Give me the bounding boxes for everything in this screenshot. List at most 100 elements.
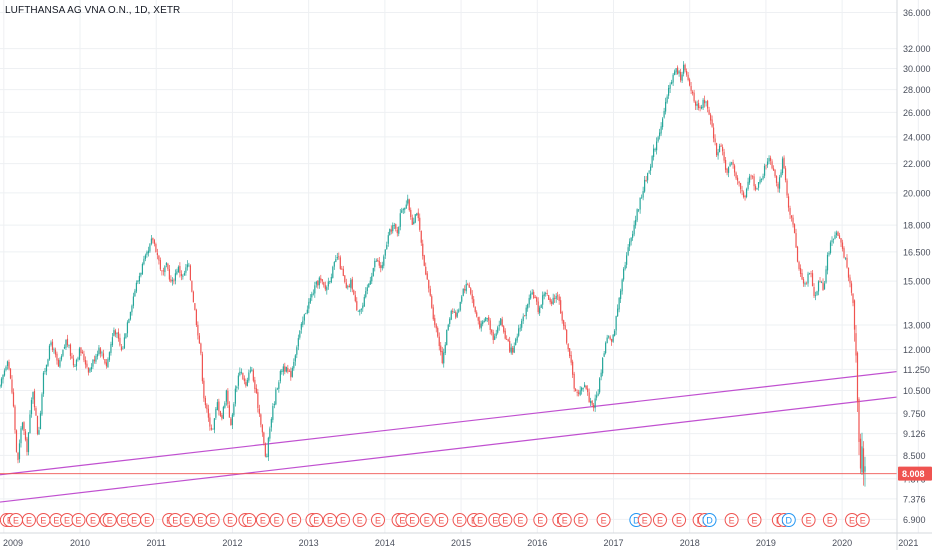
candle-body[interactable]: [216, 402, 218, 410]
candle-body[interactable]: [462, 288, 464, 296]
candle-body[interactable]: [787, 196, 790, 208]
candle-body[interactable]: [449, 318, 451, 324]
candle-body[interactable]: [718, 145, 721, 153]
candle-body[interactable]: [765, 164, 767, 166]
candle-body[interactable]: [829, 242, 832, 253]
candle-body[interactable]: [536, 297, 538, 302]
candle-body[interactable]: [632, 234, 634, 238]
event-marker-circle[interactable]: [596, 513, 611, 527]
candle-body[interactable]: [141, 263, 144, 274]
candle-body[interactable]: [9, 368, 12, 379]
candle-body[interactable]: [102, 353, 105, 359]
candle-body[interactable]: [237, 375, 239, 386]
candle-body[interactable]: [563, 320, 565, 326]
candle-body[interactable]: [847, 267, 850, 278]
candle-body[interactable]: [856, 352, 859, 402]
candle-body[interactable]: [709, 114, 712, 121]
candle-body[interactable]: [748, 176, 751, 183]
candle-body[interactable]: [828, 252, 830, 255]
candle-body[interactable]: [813, 287, 815, 296]
candle-body[interactable]: [392, 225, 394, 232]
candle-body[interactable]: [861, 446, 863, 473]
candle-body[interactable]: [345, 282, 347, 288]
candle-body[interactable]: [549, 298, 551, 303]
candle-body[interactable]: [119, 337, 121, 346]
candle-body[interactable]: [694, 101, 697, 106]
event-marker-circle[interactable]: [473, 513, 488, 527]
candle-body[interactable]: [149, 244, 151, 252]
candle-body[interactable]: [410, 209, 412, 218]
candle-body[interactable]: [128, 318, 130, 323]
candle-body[interactable]: [111, 337, 114, 346]
candle-body[interactable]: [143, 258, 145, 265]
candle-body[interactable]: [835, 232, 838, 235]
candle-body[interactable]: [796, 246, 799, 262]
earnings-marker[interactable]: E: [672, 513, 687, 527]
candle-body[interactable]: [276, 388, 278, 390]
candle-body[interactable]: [792, 217, 794, 225]
earnings-marker[interactable]: E: [596, 513, 611, 527]
candle-body[interactable]: [107, 359, 109, 368]
candle-body[interactable]: [567, 343, 569, 350]
candle-body[interactable]: [350, 279, 352, 288]
earnings-marker[interactable]: E: [371, 513, 386, 527]
candle-body[interactable]: [381, 265, 383, 269]
event-markers[interactable]: EEEEEEEEEEEEEEEEEEEEEEEEEEEEEEEEEEEEEEEE…: [0, 513, 870, 527]
candle-body[interactable]: [188, 264, 190, 266]
candle-body[interactable]: [407, 198, 409, 204]
candle-body[interactable]: [369, 280, 371, 285]
candle-body[interactable]: [825, 269, 827, 283]
candle-body[interactable]: [12, 392, 15, 407]
candle-body[interactable]: [712, 127, 715, 139]
candle-body[interactable]: [859, 438, 862, 469]
candle-body[interactable]: [348, 285, 350, 288]
candle-body[interactable]: [183, 273, 185, 275]
event-marker-circle[interactable]: [21, 513, 36, 527]
candle-body[interactable]: [89, 368, 91, 372]
candle-body[interactable]: [353, 290, 355, 295]
candle-body[interactable]: [486, 318, 488, 319]
candle-body[interactable]: [678, 71, 680, 74]
candle-body[interactable]: [83, 353, 85, 361]
candle-body[interactable]: [218, 401, 220, 412]
candle-body[interactable]: [626, 255, 628, 265]
event-marker-circle[interactable]: [102, 513, 117, 527]
candle-body[interactable]: [239, 371, 241, 376]
candle-body[interactable]: [311, 293, 313, 298]
candle-body[interactable]: [282, 366, 284, 372]
candle-body[interactable]: [222, 406, 224, 419]
event-marker-circle[interactable]: [498, 513, 513, 527]
candle-body[interactable]: [723, 151, 725, 161]
candle-body[interactable]: [264, 443, 266, 457]
candle-body[interactable]: [615, 316, 617, 331]
candle-body[interactable]: [623, 269, 625, 280]
candle-body[interactable]: [429, 288, 431, 296]
candle-body[interactable]: [575, 389, 577, 392]
candle-body[interactable]: [482, 321, 484, 325]
candle-body[interactable]: [768, 158, 770, 162]
candle-body[interactable]: [500, 318, 502, 325]
candle-body[interactable]: [182, 275, 184, 277]
candle-body[interactable]: [657, 137, 659, 142]
candle-body[interactable]: [551, 301, 553, 304]
candle-body[interactable]: [858, 399, 860, 442]
candle-body[interactable]: [120, 346, 123, 351]
candle-body[interactable]: [341, 268, 343, 270]
trendline[interactable]: [0, 370, 898, 476]
candle-body[interactable]: [56, 353, 58, 361]
candle-body[interactable]: [302, 320, 304, 325]
candle-body[interactable]: [697, 103, 700, 109]
candle-body[interactable]: [627, 247, 629, 255]
candle-body[interactable]: [263, 432, 265, 444]
candle-body[interactable]: [838, 235, 841, 239]
earnings-marker[interactable]: E: [9, 513, 24, 527]
candle-body[interactable]: [203, 380, 205, 399]
event-marker-circle[interactable]: [269, 513, 284, 527]
candle-body[interactable]: [380, 265, 382, 268]
event-marker-circle[interactable]: [352, 513, 367, 527]
candle-body[interactable]: [705, 101, 707, 103]
candle-body[interactable]: [688, 79, 691, 86]
candle-body[interactable]: [537, 301, 539, 313]
candle-body[interactable]: [210, 427, 212, 430]
trendline[interactable]: [0, 396, 898, 503]
